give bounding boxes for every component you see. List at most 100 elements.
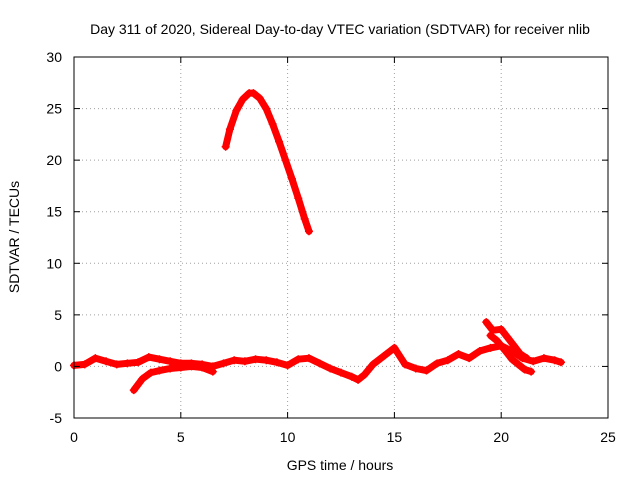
data-point	[294, 194, 303, 203]
data-point	[219, 359, 228, 368]
data-point	[337, 368, 345, 377]
data-point	[144, 353, 153, 362]
x-tick-label: 15	[387, 429, 403, 445]
data-point	[272, 358, 281, 367]
data-point	[347, 372, 356, 381]
data-point	[176, 363, 185, 372]
data-point	[287, 174, 296, 183]
data-point	[411, 364, 420, 373]
data-point	[208, 367, 217, 376]
data-point	[80, 360, 89, 369]
data-point	[520, 365, 529, 374]
data-point	[294, 355, 303, 364]
series-arc-high	[221, 89, 313, 236]
data-point	[486, 343, 495, 352]
series-base-track-b	[129, 362, 217, 395]
data-series	[70, 89, 566, 395]
data-point	[501, 346, 510, 355]
y-tick-label: 10	[46, 255, 62, 271]
data-point	[240, 357, 249, 366]
tick-labels: 0 5 10 15 20 25 -5 0 5 10 15 20 25 30	[46, 49, 616, 445]
x-axis-label: GPS time / hours	[287, 457, 394, 473]
data-point	[102, 357, 111, 366]
data-point	[304, 227, 313, 236]
data-point	[527, 367, 536, 376]
data-point	[166, 357, 175, 366]
data-point	[123, 359, 132, 368]
grid	[74, 57, 608, 418]
data-point	[507, 355, 516, 364]
data-point	[433, 359, 442, 368]
data-point	[251, 355, 260, 364]
data-point	[112, 360, 121, 369]
y-tick-label: -5	[50, 410, 63, 426]
data-point	[557, 358, 566, 367]
data-point	[360, 370, 369, 379]
data-point	[129, 386, 138, 395]
series-base-track-d	[486, 331, 536, 376]
data-point	[281, 156, 290, 165]
data-point	[326, 364, 335, 373]
data-point	[379, 352, 388, 361]
data-point	[516, 350, 525, 359]
data-point	[198, 363, 207, 372]
data-point	[134, 358, 143, 367]
data-point	[529, 357, 538, 366]
data-point	[454, 350, 463, 359]
data-point	[255, 94, 264, 103]
data-point	[475, 346, 484, 355]
data-point	[390, 343, 399, 352]
data-point	[283, 361, 292, 370]
data-point	[482, 318, 491, 327]
data-point	[230, 356, 239, 365]
data-point	[232, 106, 241, 115]
y-tick-label: 0	[54, 358, 62, 374]
data-point	[225, 125, 234, 134]
x-tick-label: 0	[70, 429, 78, 445]
data-point	[486, 331, 495, 340]
x-tick-label: 5	[177, 429, 185, 445]
data-point	[221, 142, 230, 151]
series-base-track-c	[482, 318, 531, 363]
data-point	[510, 341, 519, 350]
x-tick-label: 10	[280, 429, 296, 445]
chart-title: Day 311 of 2020, Sidereal Day-to-day VTE…	[90, 21, 590, 37]
data-point	[315, 359, 324, 368]
plot-frame	[73, 56, 609, 419]
data-point	[443, 356, 452, 365]
data-point	[465, 354, 474, 363]
y-tick-label: 15	[46, 204, 62, 220]
data-point	[514, 360, 523, 369]
data-point	[300, 214, 309, 223]
data-point	[262, 104, 271, 113]
data-point	[249, 89, 258, 98]
axis-ticks	[73, 56, 609, 419]
data-point	[275, 137, 284, 146]
data-point	[138, 374, 147, 383]
data-point	[262, 356, 271, 365]
data-point	[268, 120, 277, 129]
x-tick-label: 20	[493, 429, 509, 445]
data-point	[166, 364, 175, 373]
data-point	[155, 355, 164, 364]
data-point	[91, 354, 100, 363]
data-point	[155, 366, 164, 375]
x-tick-label: 25	[600, 429, 616, 445]
data-point	[503, 333, 512, 342]
data-point	[187, 362, 196, 371]
data-point	[238, 95, 247, 104]
y-axis-label: SDTVAR / TECUs	[6, 181, 22, 293]
data-point	[550, 356, 559, 365]
series-trace	[222, 89, 313, 235]
data-point	[492, 336, 501, 345]
data-point	[354, 375, 363, 384]
data-point	[401, 360, 410, 369]
data-point	[369, 360, 378, 369]
y-tick-label: 5	[54, 307, 62, 323]
data-point	[146, 368, 155, 377]
data-point	[539, 354, 548, 363]
y-tick-label: 30	[46, 49, 62, 65]
data-point	[422, 366, 431, 375]
data-point	[522, 354, 531, 363]
